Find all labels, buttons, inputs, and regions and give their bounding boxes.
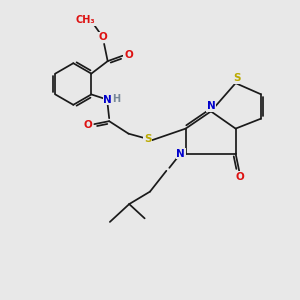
Text: O: O: [236, 172, 244, 182]
Text: N: N: [207, 101, 215, 111]
Text: N: N: [176, 148, 185, 159]
Text: S: S: [144, 134, 152, 144]
Text: N: N: [103, 95, 112, 105]
Text: S: S: [233, 73, 241, 83]
Text: O: O: [99, 32, 107, 42]
Text: O: O: [124, 50, 133, 60]
Text: O: O: [84, 120, 93, 130]
Text: CH₃: CH₃: [76, 15, 95, 25]
Text: H: H: [112, 94, 121, 103]
